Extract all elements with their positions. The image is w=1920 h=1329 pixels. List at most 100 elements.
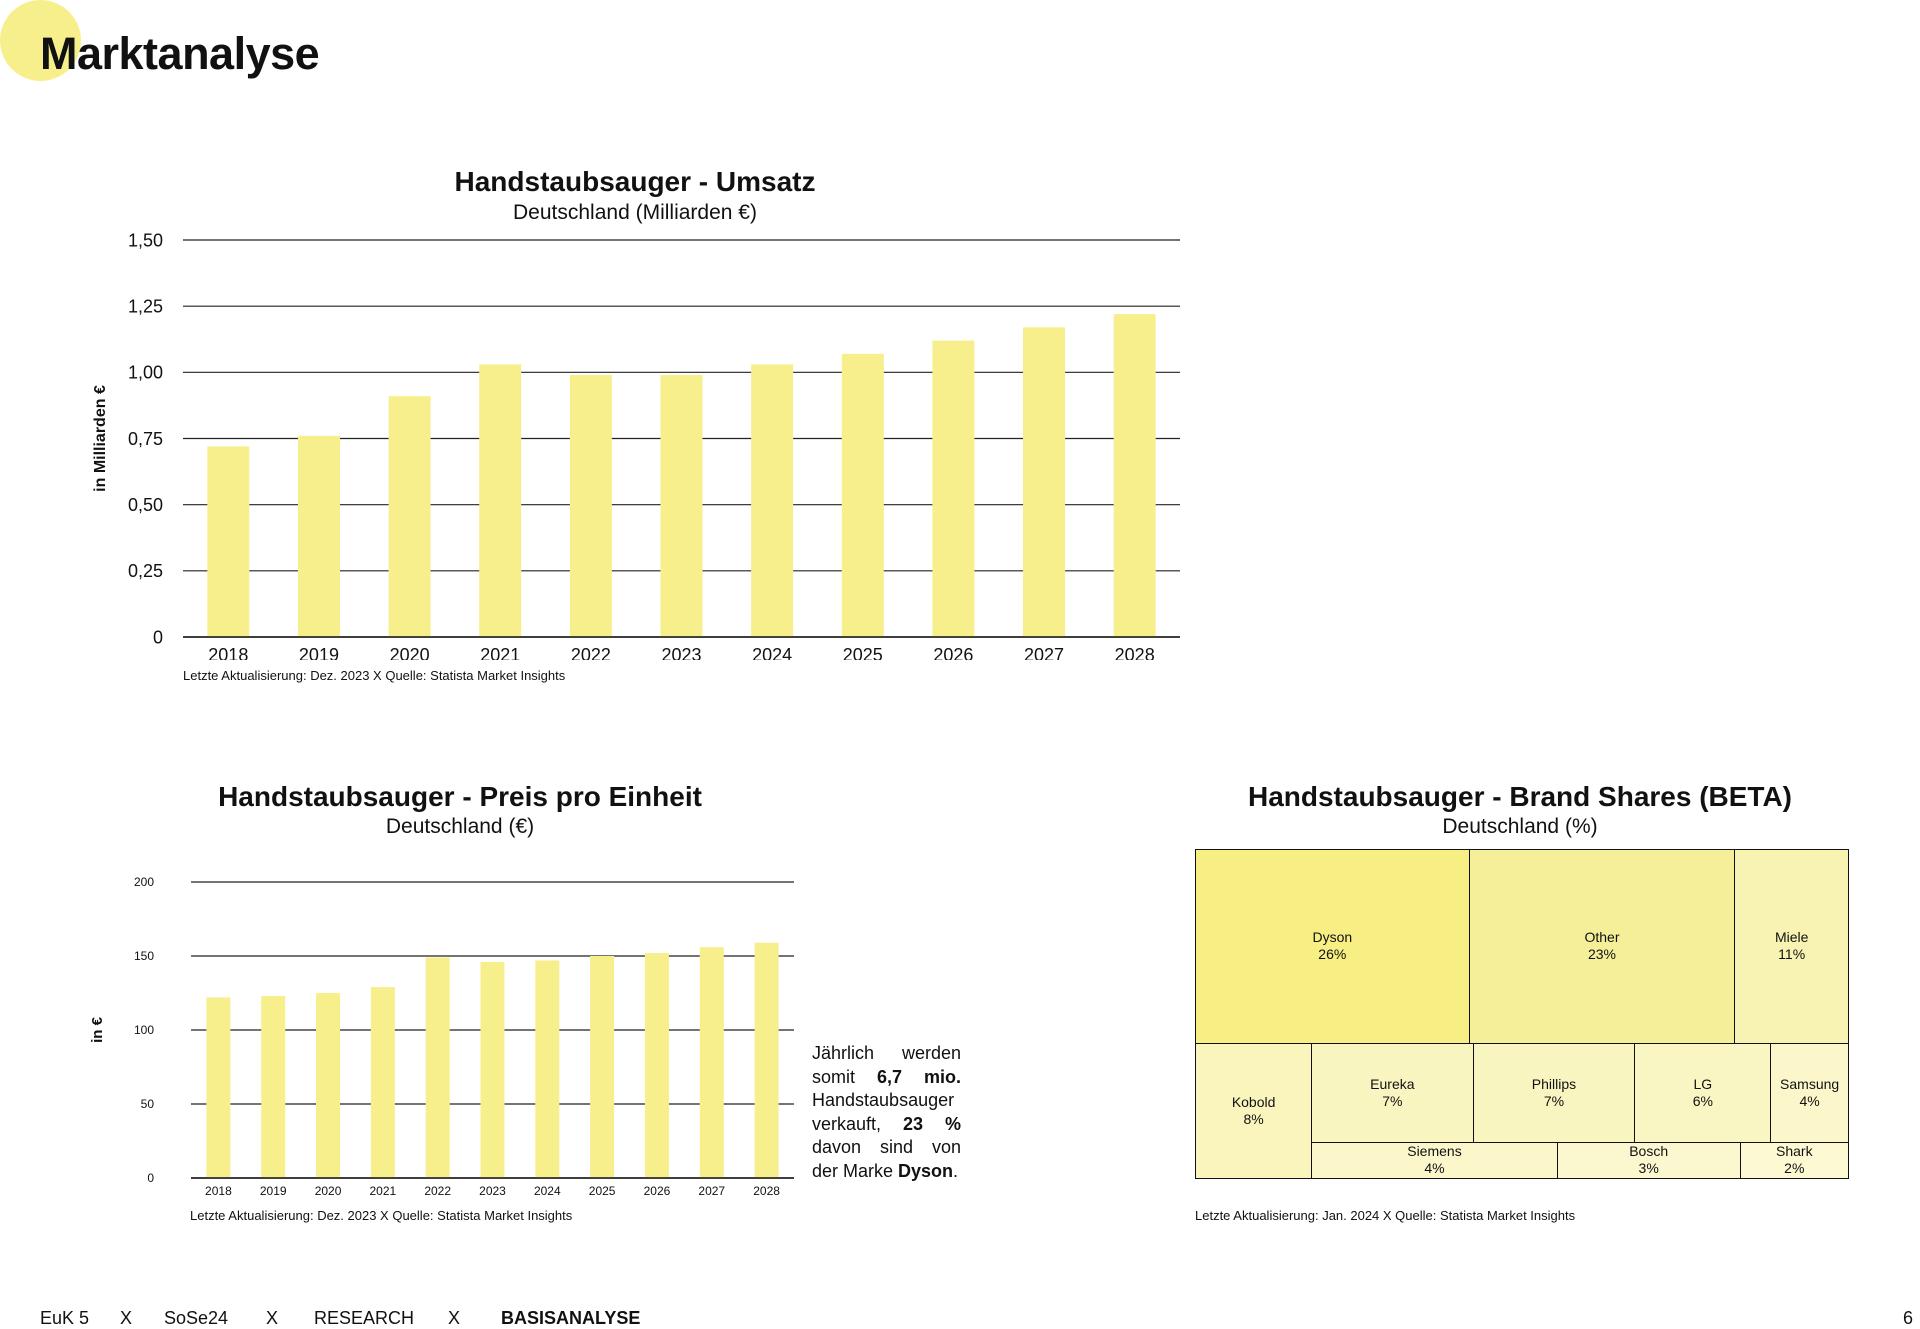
brand-name: Phillips — [1531, 1075, 1577, 1092]
footer-course: EuK 5 — [40, 1308, 90, 1328]
x-tick-label: 2027 — [698, 1184, 725, 1198]
brand-share-value: 3% — [1638, 1160, 1659, 1177]
x-tick-label: 2025 — [589, 1184, 616, 1198]
treemap-cell-bosch: Bosch 3% — [1556, 1141, 1741, 1179]
bar — [660, 374, 703, 637]
x-tick-label: 2019 — [260, 1184, 287, 1198]
bar — [754, 942, 779, 1178]
x-tick-label: 2021 — [480, 645, 520, 660]
footer-separator: X — [120, 1308, 133, 1328]
decorative-yellow-circle — [0, 0, 81, 81]
x-tick-label: 2023 — [661, 645, 701, 660]
bar — [751, 364, 794, 637]
treemap-cell-label: Other 23% — [1584, 929, 1619, 963]
brand-shares-subtitle: Deutschland (%) — [1442, 815, 1598, 838]
treemap-cell-phillips: Phillips 7% — [1472, 1042, 1636, 1143]
brand-share-value: 6% — [1692, 1092, 1713, 1109]
price-chart-title: Handstaubsauger - Preis pro Einheit — [218, 781, 702, 812]
y-axis-label: in € — [89, 1016, 106, 1042]
x-tick-label: 2028 — [1115, 645, 1155, 660]
y-tick-label: 1,25 — [128, 296, 163, 316]
y-tick-label: 0,50 — [128, 495, 163, 515]
treemap-cell-label: Dyson 26% — [1312, 929, 1352, 963]
brand-share-value: 8% — [1243, 1110, 1264, 1127]
brand-name: Dyson — [1312, 929, 1353, 946]
bar — [206, 997, 231, 1178]
footer-separator: X — [266, 1308, 279, 1328]
price-chart-source: Letzte Aktualisierung: Dez. 2023 X Quell… — [190, 1208, 573, 1223]
bar — [535, 960, 560, 1178]
bar — [590, 956, 615, 1178]
brand-share-value: 7% — [1543, 1092, 1565, 1109]
bar — [479, 364, 522, 637]
brand-name: Bosch — [1629, 1143, 1669, 1160]
brand-name: Eureka — [1370, 1075, 1415, 1092]
page-title: Marktanalyse — [40, 28, 320, 79]
brand-name: Miele — [1774, 929, 1809, 946]
revenue-chart-title: Handstaubsauger - Umsatz — [454, 166, 816, 197]
bar — [425, 957, 450, 1178]
bar — [316, 993, 341, 1178]
bar — [841, 353, 884, 637]
brand-share-value: 4% — [1799, 1092, 1820, 1109]
treemap-cell-label: Kobold 8% — [1232, 1094, 1276, 1128]
bar — [207, 446, 250, 637]
price-bar-chart: 0 50 100 150 200 2018 2019 2020 2021 2022 2023 2024… — [89, 875, 794, 1198]
x-tick-label: 2019 — [299, 645, 339, 660]
y-tick-label: 1,00 — [128, 363, 163, 383]
y-tick-label: 0 — [153, 627, 163, 647]
treemap-cell-label: Miele 11% — [1775, 929, 1808, 963]
brand-share-value: 4% — [1424, 1160, 1445, 1177]
treemap-cell-label: Samsung 4% — [1780, 1076, 1839, 1110]
brand-share-value: 11% — [1778, 946, 1806, 963]
brand-name: Shark — [1776, 1143, 1813, 1160]
bar — [699, 947, 724, 1178]
x-tick-label: 2020 — [315, 1184, 342, 1198]
summary-paragraph: Jährlich werden somit 6,7 mio. Handstaub… — [812, 1043, 961, 1181]
x-tick-label: 2025 — [843, 645, 883, 660]
brand-name: Samsung — [1780, 1075, 1840, 1092]
bar — [644, 953, 669, 1178]
treemap-cell-miele: Miele 11% — [1734, 849, 1849, 1044]
y-tick-label: 100 — [134, 1023, 154, 1037]
treemap-cell-other: Other 23% — [1468, 849, 1736, 1044]
treemap-cell-label: Siemens 4% — [1407, 1143, 1461, 1177]
brand-name: Kobold — [1231, 1093, 1276, 1110]
brand-name: LG — [1693, 1075, 1713, 1092]
brand-name: Siemens — [1407, 1143, 1462, 1160]
bar — [480, 961, 505, 1178]
x-tick-label: 2022 — [424, 1184, 451, 1198]
x-tick-label: 2023 — [479, 1184, 506, 1198]
y-tick-label: 150 — [134, 949, 154, 963]
x-tick-label: 2024 — [534, 1184, 561, 1198]
footer-separator: X — [448, 1308, 461, 1328]
treemap-cell-label: Eureka 7% — [1370, 1076, 1414, 1110]
x-tick-label: 2022 — [571, 645, 611, 660]
brand-name: Other — [1584, 929, 1620, 946]
y-axis-label: in Milliarden € — [92, 385, 109, 492]
brand-share-value: 2% — [1784, 1160, 1805, 1177]
treemap-cell-samsung: Samsung 4% — [1770, 1042, 1849, 1143]
x-tick-label: 2020 — [390, 645, 430, 660]
treemap-cell-kobold: Kobold 8% — [1195, 1042, 1313, 1179]
x-tick-label: 2027 — [1024, 645, 1064, 660]
y-tick-label: 200 — [134, 875, 154, 889]
treemap-cell-shark: Shark 2% — [1739, 1141, 1849, 1179]
bar — [297, 435, 340, 637]
x-tick-label: 2026 — [933, 645, 973, 660]
x-tick-label: 2021 — [370, 1184, 397, 1198]
brand-shares-title: Handstaubsauger - Brand Shares (BETA) — [1247, 781, 1793, 812]
bar — [932, 340, 975, 637]
footer-semester: SoSe24 — [164, 1308, 229, 1328]
treemap-cell-eureka: Eureka 7% — [1311, 1042, 1474, 1143]
brand-share-value: 7% — [1382, 1092, 1403, 1109]
bar — [569, 374, 612, 637]
x-tick-label: 2028 — [753, 1184, 780, 1198]
y-tick-label: 0,25 — [128, 561, 163, 581]
footer-research: RESEARCH — [314, 1308, 415, 1328]
treemap-cell-dyson: Dyson 26% — [1195, 849, 1470, 1044]
y-tick-label: 50 — [141, 1097, 155, 1111]
treemap-cell-label: Phillips 7% — [1532, 1076, 1576, 1110]
bar — [1113, 314, 1156, 637]
treemap-cell-label: Shark 2% — [1776, 1143, 1813, 1177]
